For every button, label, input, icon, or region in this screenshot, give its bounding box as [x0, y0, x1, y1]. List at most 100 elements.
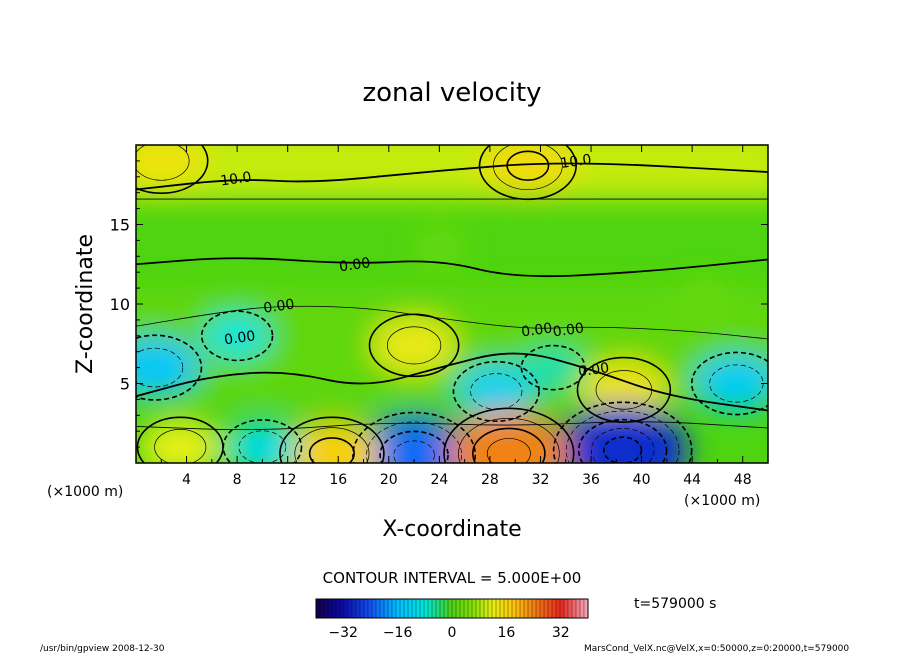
colorbar-segment [504, 599, 509, 618]
contour-ring-7-1 [690, 351, 768, 416]
field-feature-11 [282, 419, 382, 463]
x-axis-label: X-coordinate [382, 517, 521, 542]
x-tick-label: 28 [481, 472, 499, 488]
y-tick-label: 15 [110, 216, 130, 235]
colorbar-segment [560, 599, 565, 618]
colorbar-segment [364, 599, 369, 618]
colorbar-segment [424, 599, 429, 618]
contour-label-1: 10.0 [219, 169, 252, 189]
x-tick-label: 8 [233, 472, 242, 488]
y-tick-label: 5 [120, 375, 130, 394]
colorbar-tick-label: −32 [328, 625, 358, 641]
colorbar-segment [528, 599, 533, 618]
contour-label-3: 0.00 [262, 296, 295, 316]
colorbar-segment [336, 599, 341, 618]
colorbar-frame [315, 598, 589, 619]
colorbar-segment [456, 599, 461, 618]
contour-ring-10-3 [472, 427, 546, 463]
colorbar-segment [580, 599, 585, 618]
contour-ring-1-1 [136, 145, 209, 195]
colorbar-segment [568, 599, 573, 618]
field-feature-2 [414, 231, 465, 266]
contour-ring-14-1 [200, 310, 274, 362]
x-tick-label: 36 [582, 472, 600, 488]
colorbar-segment [584, 599, 589, 618]
field-feature-14 [203, 312, 271, 359]
contour-ring-9-1 [352, 411, 477, 463]
contour-label-7: 0.00 [577, 360, 610, 380]
colorbar-segment [496, 599, 501, 618]
contour-ring-8-4 [590, 428, 655, 463]
contour-line-0 [136, 162, 768, 191]
contour-ring-8-3 [577, 418, 668, 463]
colorbar-tick-label: −16 [383, 625, 413, 641]
colorbar-segment [448, 599, 453, 618]
contour-label-0: 10.0 [559, 152, 592, 172]
contour-ring-13-2 [154, 428, 207, 463]
colorbar-segment [480, 599, 485, 618]
colorbar-segment [412, 599, 417, 618]
time-label: t=579000 s [634, 596, 716, 612]
contour-ring-11-1 [279, 416, 385, 463]
x-tick-label: 44 [683, 472, 701, 488]
contour-line-3 [136, 305, 768, 340]
contour-ring-9-4 [393, 440, 435, 463]
colorbar-segment [404, 599, 409, 618]
colorbar-segment [360, 599, 365, 618]
colorbar-segment [368, 599, 373, 618]
field-feature-10 [446, 411, 571, 463]
x-tick-label: 48 [734, 472, 752, 488]
colorbar-segment [428, 599, 433, 618]
contour-ring-3-2 [386, 326, 442, 365]
colorbar-segment [396, 599, 401, 618]
upper-band-fill [136, 145, 768, 200]
contour-ring-9-3 [379, 430, 449, 463]
colorbar-segment [408, 599, 413, 618]
contour-label-4: 0.00 [223, 328, 256, 348]
field-feature-12 [225, 421, 300, 463]
contour-interval: CONTOUR INTERVAL = 5.000E+00 [323, 569, 582, 587]
field-feature-0 [481, 145, 575, 198]
y-axis-label: Z-coordinate [73, 234, 98, 374]
x-tick-label: 32 [532, 472, 550, 488]
field-feature-13 [139, 419, 222, 463]
colorbar-segment [536, 599, 541, 618]
contour-ring-10-2 [458, 418, 560, 463]
contour-ring-10-1 [443, 407, 575, 463]
x-tick-label: 16 [329, 472, 347, 488]
colorbar-segment [452, 599, 457, 618]
x-tick-label: 4 [182, 472, 191, 488]
field-feature-15 [522, 346, 584, 389]
colorbar-segment [500, 599, 505, 618]
colorbar-segment [492, 599, 497, 618]
colorbar-segment [524, 599, 529, 618]
colorbar-segment [540, 599, 545, 618]
colorbar-segment [324, 599, 329, 618]
colorbar-segment [556, 599, 561, 618]
contour-ring-9-2 [366, 421, 463, 463]
contour-line-2 [136, 257, 768, 278]
field-feature-8 [556, 405, 689, 463]
colorbar-segment [472, 599, 477, 618]
colorbar-segment [484, 599, 489, 618]
colorbar-segment [552, 599, 557, 618]
contour-ring-8-5 [603, 436, 643, 463]
contour-ring-5-2 [136, 347, 184, 388]
colorbar-segment [532, 599, 537, 618]
contour-label-6: 0.00 [552, 320, 585, 340]
field-feature-7 [693, 354, 768, 413]
contour-label-2: 0.00 [338, 255, 371, 275]
colorbar-segment [516, 599, 521, 618]
plot-area [136, 145, 768, 463]
colorbar-segment [380, 599, 385, 618]
contour-ring-11-3 [308, 437, 355, 463]
field-feature-6 [455, 363, 538, 420]
colorbar-segment [512, 599, 517, 618]
contour-ring-12-2 [238, 430, 287, 463]
contour-ring-1-2 [136, 145, 190, 181]
x-tick-label: 40 [633, 472, 651, 488]
colorbar-tick-label: 32 [552, 625, 570, 641]
colorbar-segment [384, 599, 389, 618]
colorbar-segment [544, 599, 549, 618]
